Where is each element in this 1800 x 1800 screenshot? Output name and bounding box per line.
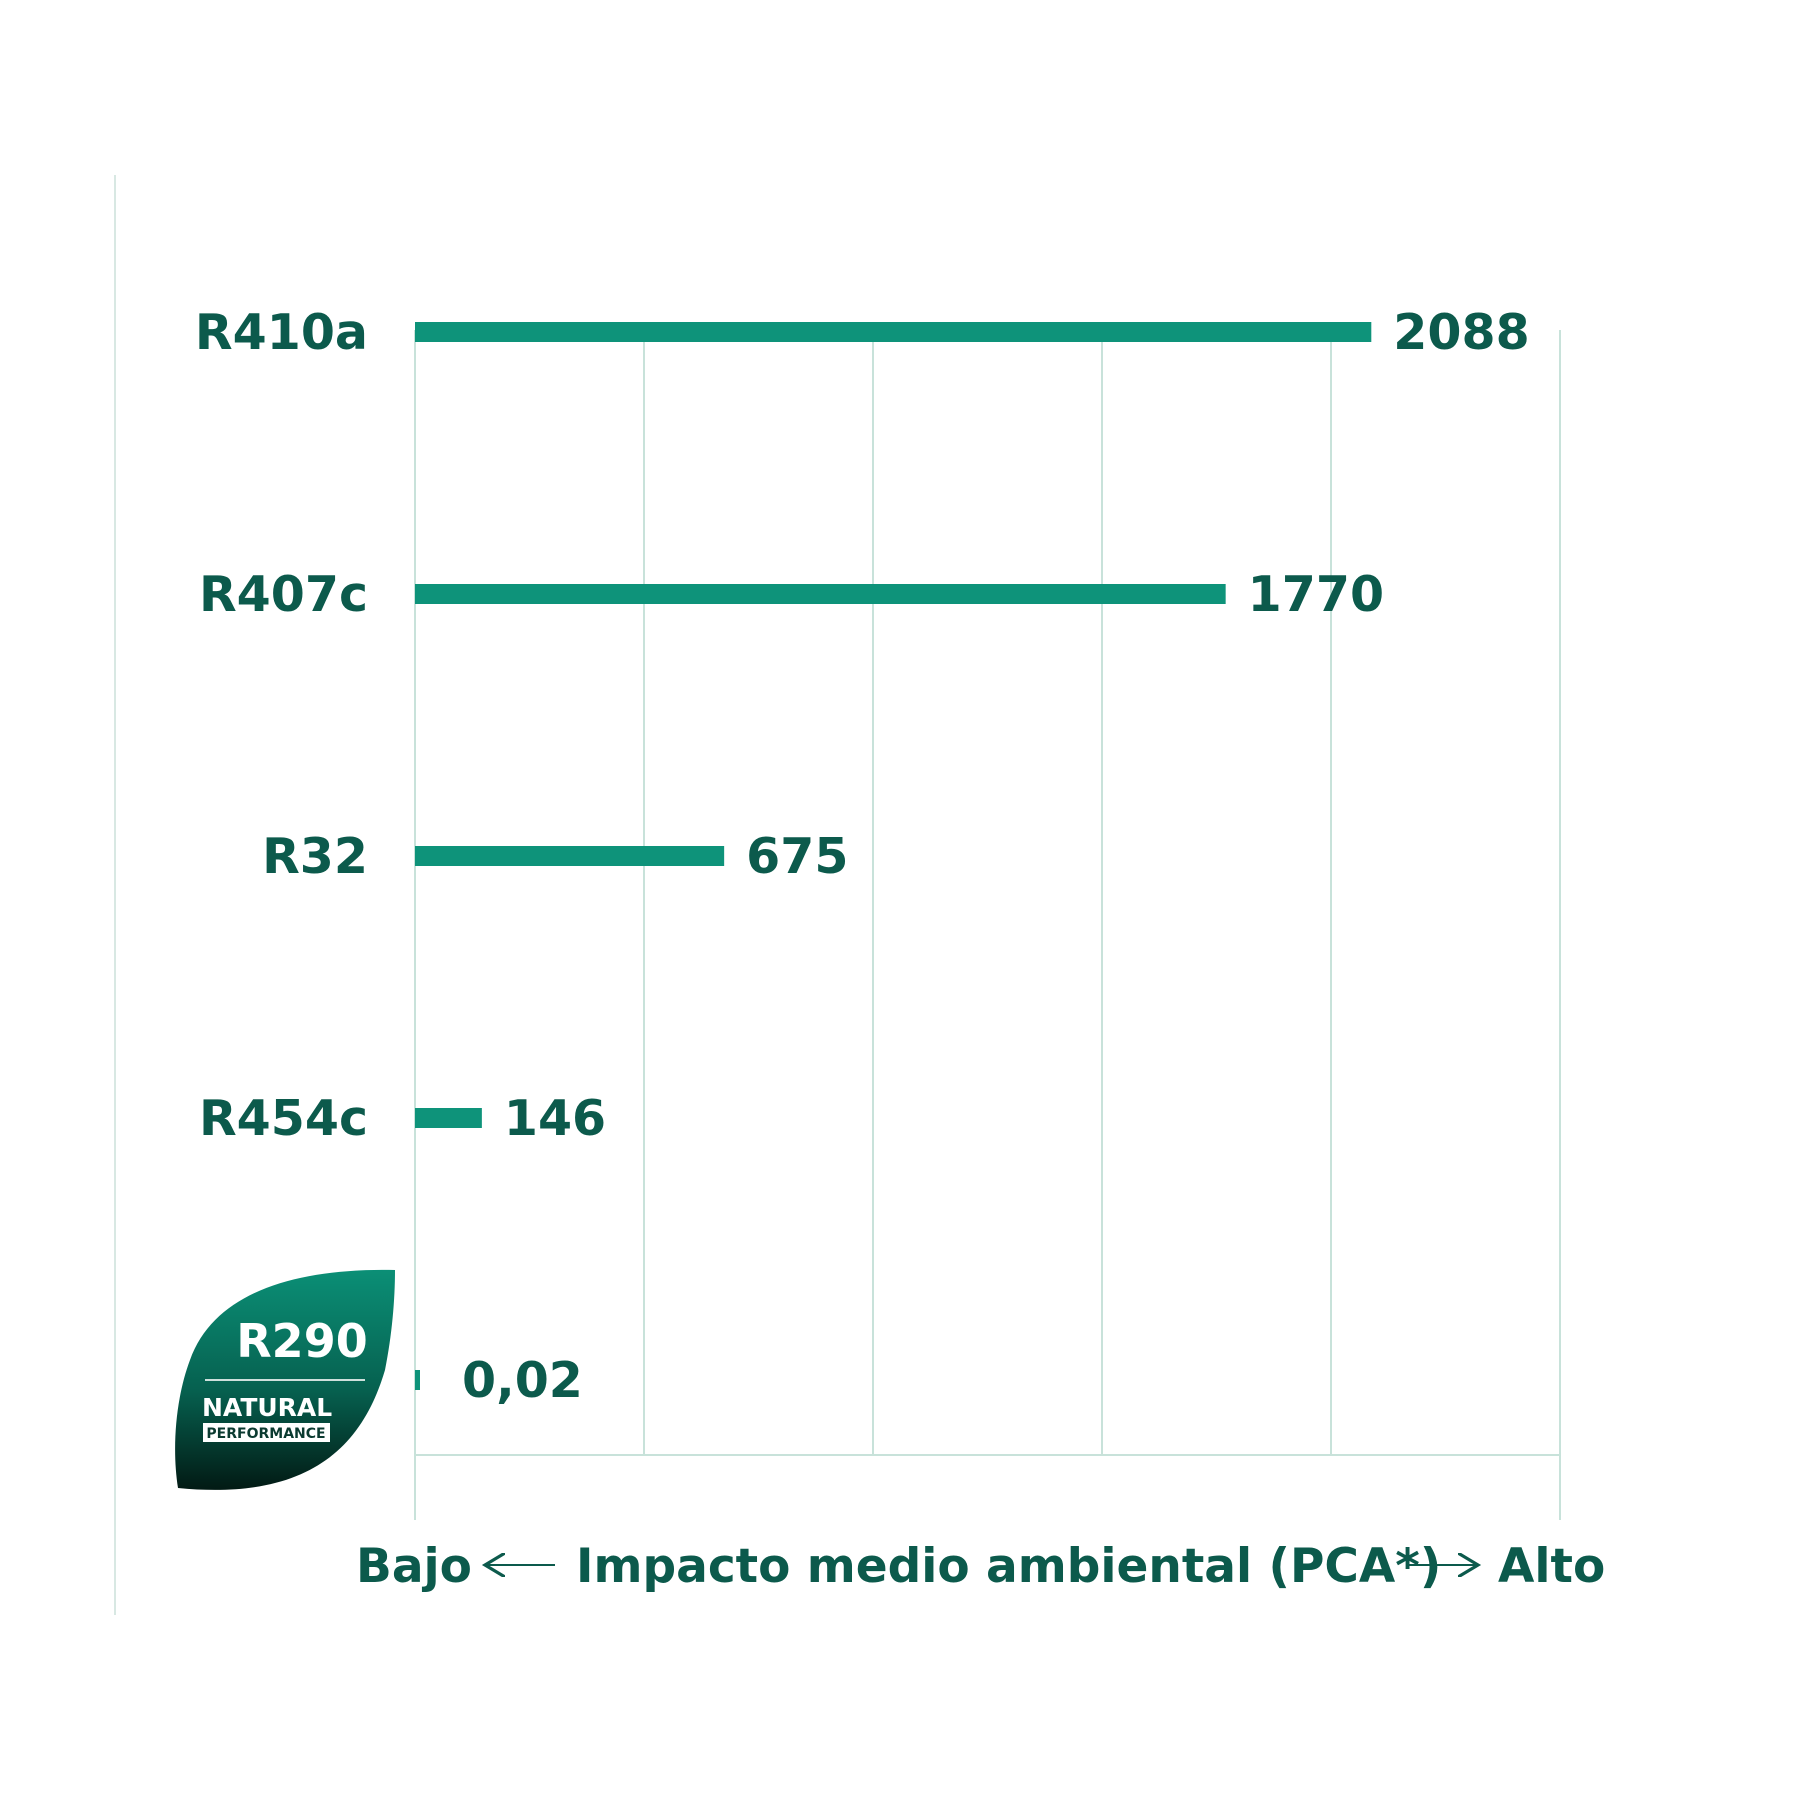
grid bbox=[414, 330, 1561, 1520]
badge-line2-bg bbox=[203, 1423, 330, 1442]
value-label-R32: 675 bbox=[746, 828, 848, 885]
category-label-R454c: R454c bbox=[199, 1090, 368, 1147]
bars bbox=[415, 322, 1372, 1390]
bar-R32 bbox=[415, 846, 725, 866]
value-label-R290: 0,02 bbox=[462, 1352, 583, 1409]
value-label-R410a: 2088 bbox=[1393, 304, 1529, 361]
badge-title: R290 bbox=[236, 1314, 367, 1368]
bar-R454c bbox=[415, 1108, 482, 1128]
axis-low-label: Bajo bbox=[356, 1539, 472, 1594]
axis-high-label: Alto bbox=[1498, 1539, 1605, 1594]
category-labels: R410a R407c R32 R454c bbox=[195, 304, 368, 1147]
value-labels: 2088 1770 675 146 0,02 bbox=[462, 304, 1530, 1409]
category-label-R32: R32 bbox=[262, 828, 368, 885]
bar-R290 bbox=[415, 1370, 420, 1390]
category-label-R410a: R410a bbox=[195, 304, 368, 361]
value-label-R407c: 1770 bbox=[1248, 566, 1384, 623]
badge-line2: PERFORMANCE bbox=[206, 1426, 325, 1442]
bar-R410a bbox=[415, 322, 1372, 342]
axis-title: Impacto medio ambiental (PCA*) bbox=[576, 1539, 1441, 1594]
badge-line1: NATURAL bbox=[202, 1393, 332, 1422]
bar-R407c bbox=[415, 584, 1226, 604]
r290-badge: R290 NATURAL PERFORMANCE bbox=[175, 1269, 395, 1490]
axis-caption: Bajo Impacto medio ambiental (PCA*) Alto bbox=[356, 1539, 1605, 1594]
value-label-R454c: 146 bbox=[504, 1090, 606, 1147]
category-label-R407c: R407c bbox=[199, 566, 368, 623]
